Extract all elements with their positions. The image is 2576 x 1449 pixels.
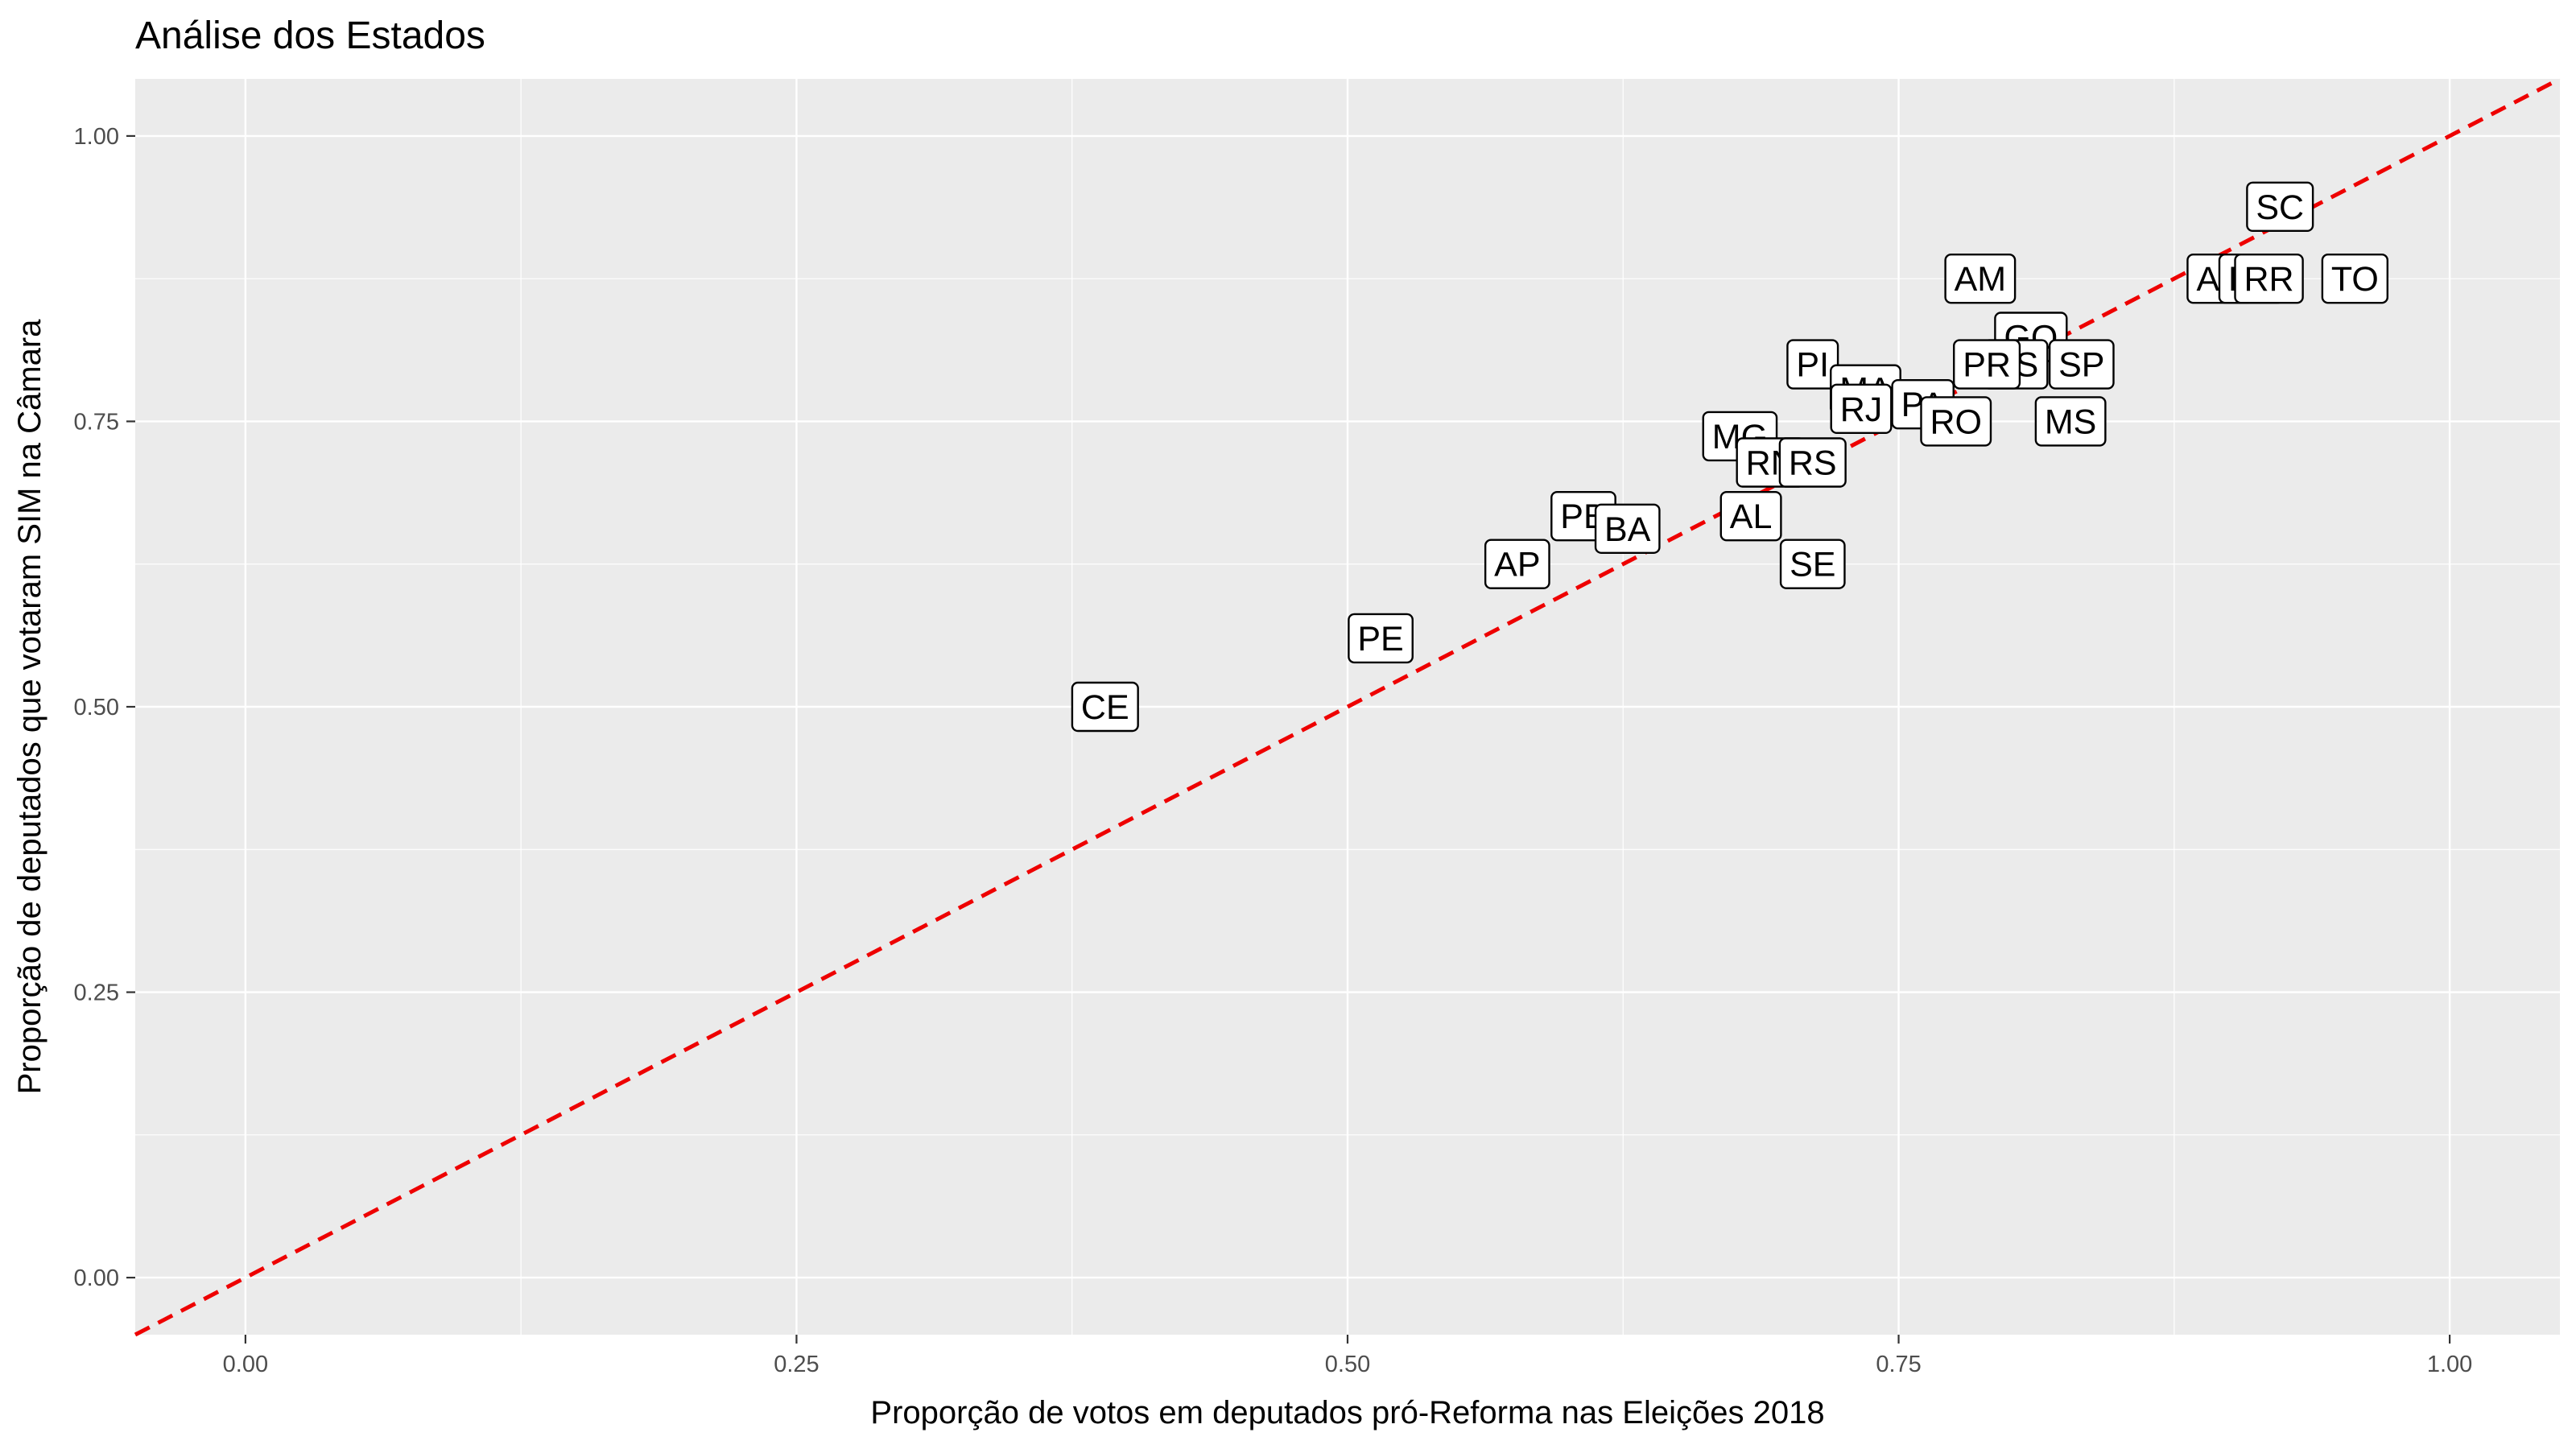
state-label-box [1071, 681, 1139, 733]
state-label-text: RJ [1840, 390, 1883, 429]
state-label: TO [2321, 253, 2389, 304]
state-label-text: SC [2256, 188, 2304, 227]
state-label: SC [2246, 181, 2314, 233]
state-label-box [1779, 539, 1846, 589]
x-axis-title: Proporção de votos em deputados pró-Refo… [870, 1395, 1824, 1430]
y-tick-label: 0.25 [74, 980, 119, 1006]
state-label-text: SP [2058, 346, 2104, 385]
state-label-box [1778, 437, 1847, 488]
state-label-text: RS [1789, 444, 1837, 483]
state-label-box [1484, 539, 1550, 589]
state-label-box [2034, 396, 2107, 447]
state-label-box [2048, 339, 2115, 390]
state-label-text: PE [1357, 620, 1403, 658]
state-label-text: PI [1796, 346, 1829, 385]
state-label: RO [1920, 396, 1992, 447]
state-label: AM [1944, 253, 2017, 304]
state-label-text: CE [1081, 688, 1129, 727]
y-tick-label: 0.75 [74, 409, 119, 435]
x-tick-label: 0.75 [1876, 1352, 1921, 1377]
reference-line-layer [134, 76, 2562, 1337]
x-tick-label: 0.00 [223, 1352, 268, 1377]
state-label: RR [2234, 253, 2304, 304]
state-label: AL [1719, 490, 1782, 542]
state-label-text: SE [1790, 546, 1835, 584]
state-label-text: RR [2244, 260, 2294, 299]
state-label-text: TO [2331, 260, 2379, 299]
state-label: CE [1071, 681, 1139, 733]
state-labels: CEPEAPPBBAMGRNRSALSEPIMARJPAROAMGOESPRSP… [1071, 181, 2389, 733]
state-label: PI [1786, 339, 1839, 390]
state-label-box [2234, 253, 2304, 304]
state-label-box [1348, 613, 1414, 664]
state-label-box [2246, 181, 2314, 233]
state-label: RS [1778, 437, 1847, 488]
state-label-text: AL [1730, 497, 1773, 536]
state-label: RJ [1830, 383, 1893, 435]
reference-line-diagonal [134, 76, 2562, 1337]
chart-title: Análise dos Estados [135, 14, 485, 57]
x-tick-label: 0.25 [774, 1352, 819, 1377]
y-tick-label: 0.00 [74, 1265, 119, 1291]
state-label-text: AM [1955, 260, 2007, 299]
state-label: SE [1779, 539, 1846, 589]
state-label: BA [1594, 503, 1661, 554]
y-tick-label: 0.50 [74, 695, 119, 720]
x-tick-label: 0.50 [1325, 1352, 1370, 1377]
state-label-box [1594, 503, 1661, 554]
x-axis-ticks: 0.00 0.25 0.50 0.75 1.00 [223, 1335, 2472, 1377]
state-label: PR [1953, 339, 2021, 390]
y-axis-title: Proporção de deputados que votaram SIM n… [12, 319, 47, 1095]
state-label-text: RO [1930, 402, 1982, 441]
state-label-text: PR [1963, 346, 2011, 385]
x-tick-label: 1.00 [2427, 1352, 2472, 1377]
state-label-text: BA [1604, 510, 1651, 549]
state-label-box [1953, 339, 2021, 390]
y-axis-ticks: 0.00 0.25 0.50 0.75 1.00 [74, 124, 135, 1291]
state-label-text: MS [2045, 402, 2097, 441]
state-label-box [1944, 253, 2017, 304]
state-label-box [1830, 383, 1893, 435]
state-label-text: AP [1494, 546, 1540, 584]
state-label-box [1920, 396, 1992, 447]
state-label: MS [2034, 396, 2107, 447]
state-label-box [1719, 490, 1782, 542]
state-label: PE [1348, 613, 1414, 664]
state-label-box [2321, 253, 2389, 304]
y-tick-label: 1.00 [74, 124, 119, 150]
state-label: AP [1484, 539, 1550, 589]
state-label: SP [2048, 339, 2115, 390]
